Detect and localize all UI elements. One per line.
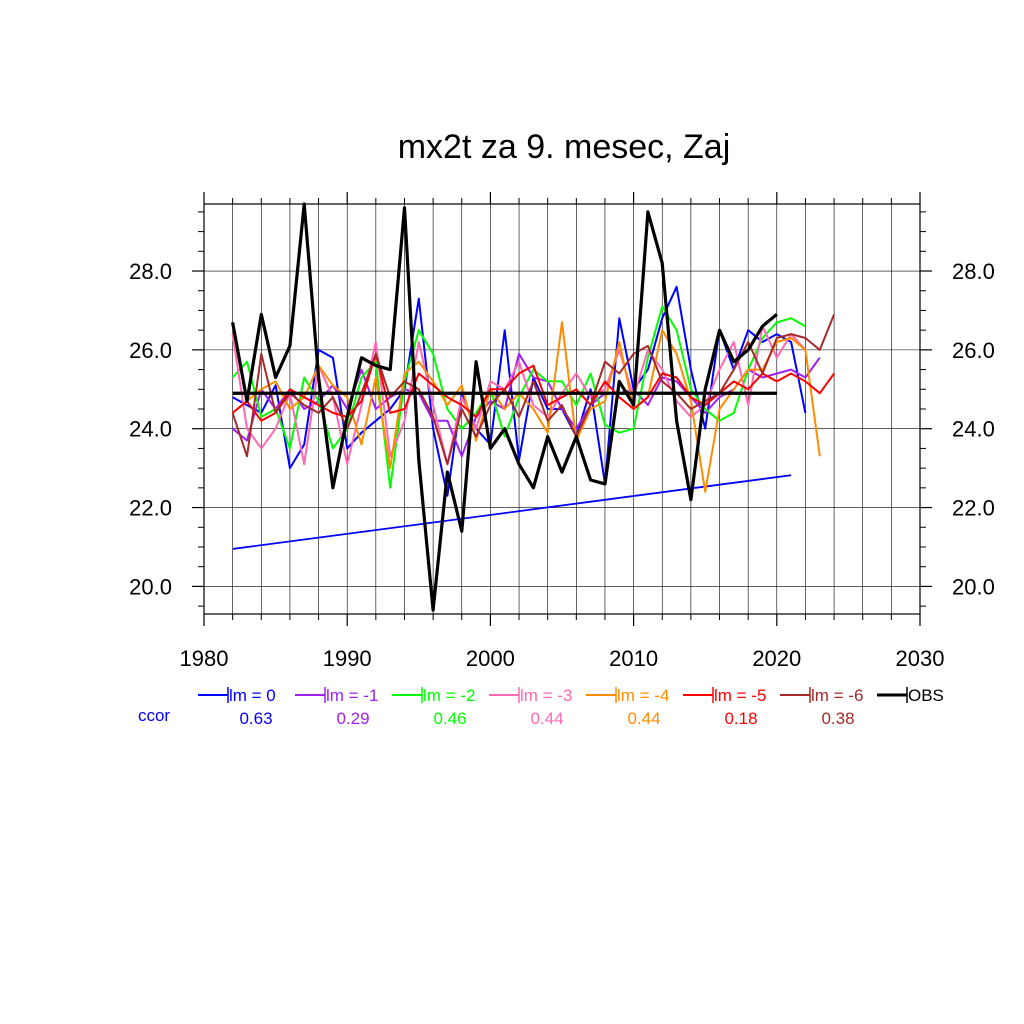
legend-item-7: OBS: [877, 686, 944, 705]
legend-label: lm = -3: [520, 686, 572, 705]
y-tick-label-right: 28.0: [952, 259, 995, 284]
y-tick-label-left: 26.0: [129, 338, 172, 363]
series-line-2: [231, 305, 806, 489]
y-tick-label-right: 20.0: [952, 574, 995, 599]
chart-title: mx2t za 9. mesec, Zaj: [398, 128, 731, 166]
series-line-5: [231, 352, 835, 422]
legend-label: lm = -1: [326, 686, 378, 705]
legend-item-1: lm = -1 0.29: [295, 686, 378, 728]
legend-item-5: lm = -5 0.18: [683, 686, 766, 728]
legend-item-0: lm = 0 0.63: [198, 686, 276, 728]
legend-label: lm = -6: [811, 686, 863, 705]
ccor-value: 0.46: [433, 709, 466, 728]
ccor-value: 0.18: [724, 709, 757, 728]
ccor-value: 0.63: [239, 709, 272, 728]
legend-label: OBS: [908, 686, 944, 705]
legend-item-4: lm = -4 0.44: [586, 686, 669, 728]
legend-item-6: lm = -6 0.38: [780, 686, 863, 728]
series-line-6: [231, 314, 836, 466]
y-tick-label-left: 24.0: [129, 417, 172, 442]
ccor-value: 0.38: [821, 709, 854, 728]
x-tick-label: 2000: [466, 646, 515, 671]
legend-label: lm = 0: [229, 686, 276, 705]
legend-label: lm = -4: [617, 686, 669, 705]
legend-item-3: lm = -3 0.44: [489, 686, 572, 728]
ccor-value: 0.29: [336, 709, 369, 728]
x-tick-label: 1990: [323, 646, 372, 671]
legend-item-2: lm = -2 0.46: [392, 686, 475, 728]
series-layer: [231, 202, 836, 612]
y-tick-label-left: 28.0: [129, 259, 172, 284]
series-line-1: [231, 352, 821, 458]
ccor-value: 0.44: [530, 709, 563, 728]
y-tick-label-right: 26.0: [952, 338, 995, 363]
series-line-7: [231, 202, 778, 612]
x-tick-label: 1980: [180, 646, 229, 671]
legend: lm = 0 0.63 lm = -1 0.29 lm = -2 0.46 lm = -3 0…: [138, 686, 944, 728]
x-tick-label: 2030: [896, 646, 945, 671]
y-tick-label-left: 20.0: [129, 574, 172, 599]
x-tick-label: 2010: [609, 646, 658, 671]
legend-label: lm = -2: [423, 686, 475, 705]
trend-line: [232, 474, 792, 550]
x-tick-label: 2020: [752, 646, 801, 671]
ccor-value: 0.44: [627, 709, 660, 728]
y-tick-label-right: 24.0: [952, 417, 995, 442]
axes: 1980 1990 2000 2010 2020 2030 20.0 20.0 22.0 22.0…: [129, 192, 995, 671]
legend-label: lm = -5: [714, 686, 766, 705]
ccor-label: ccor: [138, 706, 170, 725]
y-tick-label-right: 22.0: [952, 496, 995, 521]
y-tick-label-left: 22.0: [129, 496, 172, 521]
